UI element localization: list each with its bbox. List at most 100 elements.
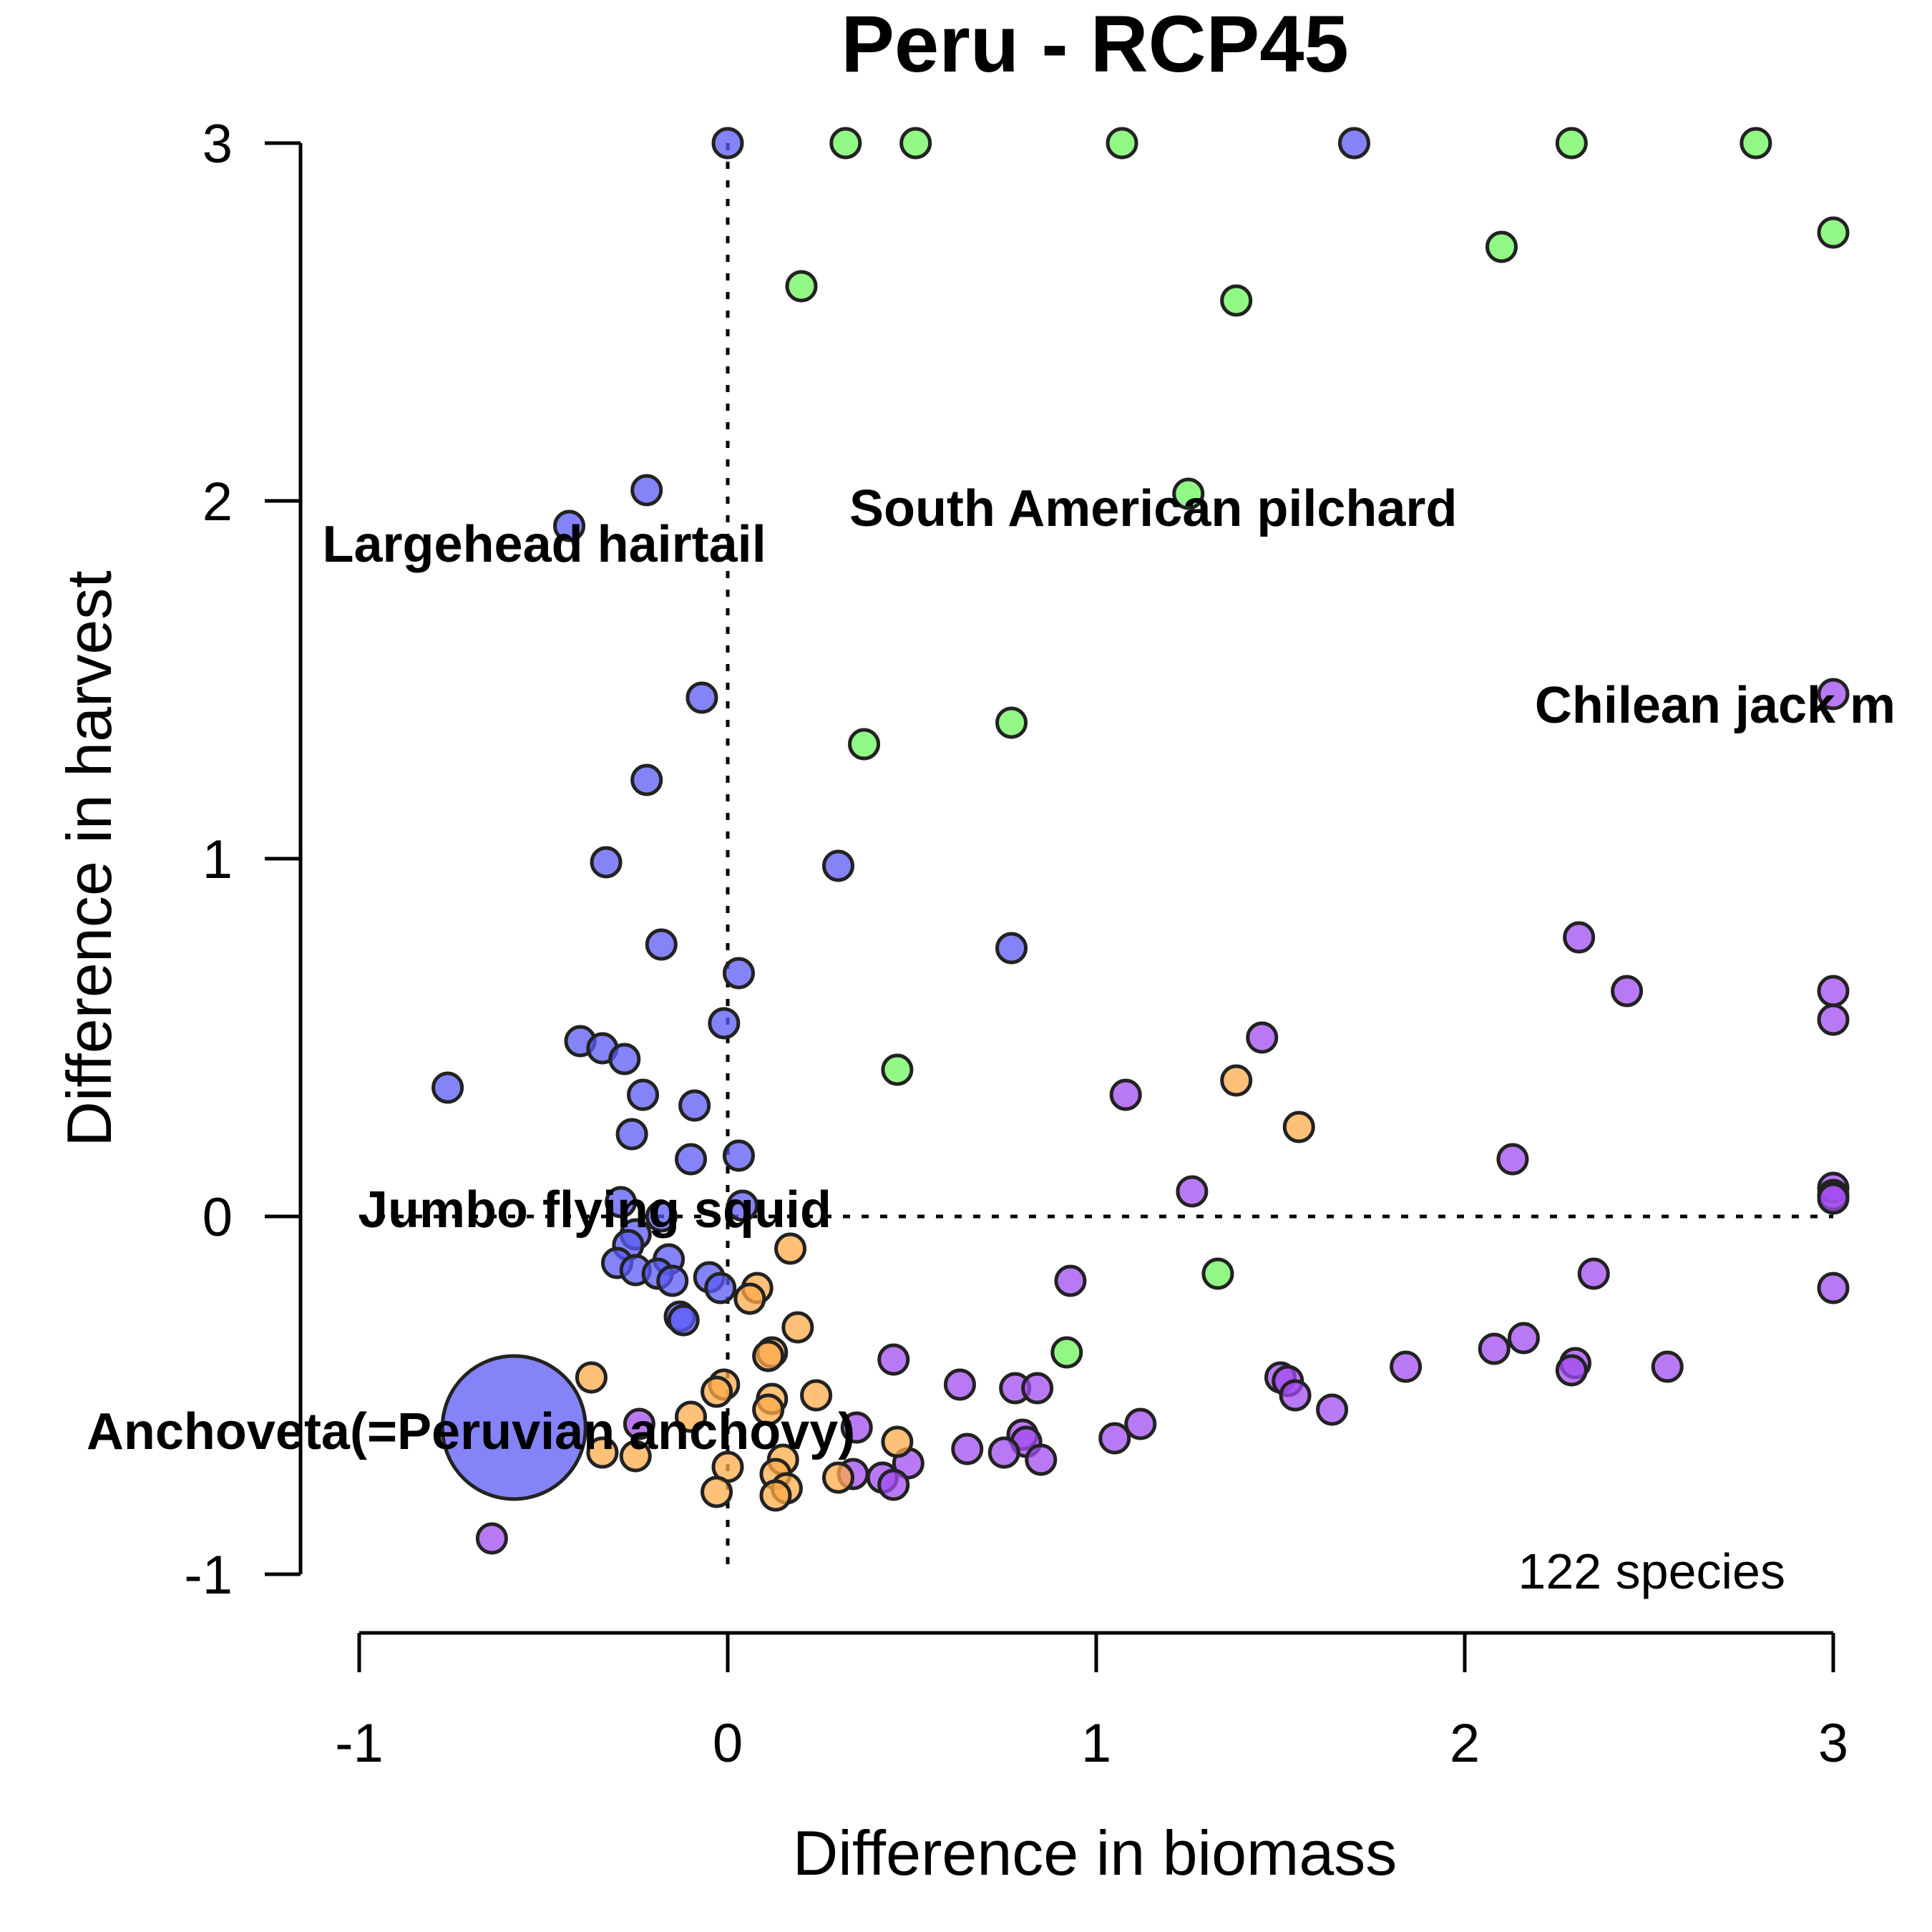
data-point-31	[656, 1264, 689, 1297]
data-point-4	[686, 681, 718, 714]
data-point-63	[1577, 1257, 1610, 1290]
data-point-0	[711, 127, 744, 160]
data-point-20	[675, 1143, 707, 1176]
x-tick-label-0: -1	[335, 1713, 384, 1774]
data-point-117	[701, 1475, 733, 1508]
data-point-108	[675, 1400, 707, 1433]
y-axis-label: Difference in harvest	[54, 570, 125, 1146]
data-point-98	[733, 1282, 766, 1315]
data-point-36	[829, 127, 862, 160]
data-point-80	[623, 1407, 655, 1440]
data-point-66	[1507, 1322, 1540, 1355]
species-label-1: South American pilchard	[849, 480, 1457, 537]
data-point-101	[752, 1340, 785, 1372]
data-point-107	[752, 1393, 785, 1426]
species-count-annotation: 122 species	[1518, 1543, 1785, 1599]
data-point-72	[1555, 1354, 1588, 1387]
species-labels: Largehead hairtail South American pilchar…	[87, 480, 1896, 1460]
data-point-40	[1740, 127, 1772, 160]
data-point-35	[440, 1354, 587, 1501]
data-point-34	[667, 1304, 700, 1337]
data-point-111	[619, 1440, 652, 1473]
data-point-15	[431, 1071, 464, 1104]
data-point-102	[575, 1361, 608, 1394]
data-point-118	[759, 1479, 792, 1512]
data-points	[431, 127, 1850, 1555]
y-tick-label-1: 0	[203, 1187, 233, 1248]
x-tick-label-4: 3	[1818, 1713, 1848, 1774]
data-point-38	[1106, 127, 1138, 160]
data-point-51	[1817, 678, 1850, 711]
x-axis: -1 0 1 2 3	[335, 1631, 1848, 1774]
data-point-37	[899, 127, 932, 160]
data-point-94	[1220, 1064, 1253, 1097]
data-point-75	[943, 1368, 976, 1401]
data-point-14	[608, 1043, 641, 1075]
data-point-57	[1109, 1078, 1142, 1111]
data-point-68	[877, 1343, 910, 1376]
data-point-87	[987, 1436, 1020, 1469]
data-point-78	[1279, 1379, 1312, 1412]
data-point-86	[951, 1433, 984, 1465]
data-point-19	[722, 1139, 755, 1172]
data-point-49	[1201, 1257, 1234, 1290]
data-point-77	[1021, 1372, 1054, 1405]
data-point-105	[800, 1379, 833, 1412]
data-point-88	[1025, 1443, 1058, 1476]
y-tick-label-3: 2	[203, 472, 233, 532]
data-point-16	[627, 1078, 660, 1111]
data-point-82	[840, 1411, 873, 1444]
data-point-93	[475, 1522, 508, 1555]
data-point-62	[1817, 1182, 1850, 1215]
data-point-43	[785, 270, 818, 303]
y-tick-label-2: 1	[203, 829, 233, 890]
x-tick-label-3: 2	[1450, 1713, 1480, 1774]
data-point-52	[1563, 921, 1596, 954]
data-point-48	[881, 1053, 914, 1086]
x-axis-label: Difference in biomass	[793, 1818, 1397, 1888]
data-point-84	[1098, 1422, 1131, 1455]
data-point-104	[701, 1375, 733, 1408]
data-point-50	[1050, 1336, 1083, 1369]
y-tick-label-0: -1	[184, 1545, 233, 1606]
data-point-115	[822, 1461, 854, 1494]
reference-lines	[359, 143, 1833, 1574]
data-point-23	[645, 1200, 678, 1233]
x-tick-label-2: 1	[1081, 1713, 1111, 1774]
data-point-110	[586, 1436, 619, 1469]
data-point-58	[1496, 1143, 1529, 1176]
data-point-67	[1478, 1332, 1511, 1365]
data-point-18	[615, 1118, 648, 1151]
data-point-56	[1246, 1021, 1279, 1054]
x-tick-label-1: 0	[713, 1713, 743, 1774]
data-point-99	[781, 1311, 814, 1344]
species-label-4: Anchoveta(=Peruvian anchovy)	[87, 1403, 855, 1460]
data-point-45	[1172, 477, 1205, 510]
species-label-3: Jumbo flying squid	[359, 1181, 831, 1239]
data-point-32	[704, 1272, 737, 1304]
data-point-10	[722, 957, 755, 990]
data-point-1	[1338, 127, 1370, 160]
data-point-64	[1054, 1264, 1087, 1297]
data-point-8	[645, 928, 678, 961]
data-point-3	[553, 509, 586, 542]
data-point-9	[995, 932, 1028, 965]
data-point-54	[1817, 975, 1850, 1008]
data-point-65	[1817, 1272, 1850, 1304]
data-point-81	[1124, 1407, 1157, 1440]
data-point-6	[590, 846, 623, 879]
data-point-46	[995, 706, 1028, 739]
chart-title: Peru - RCP45	[841, 0, 1349, 89]
data-point-71	[1651, 1350, 1684, 1383]
data-point-39	[1555, 127, 1588, 160]
data-point-2	[630, 474, 663, 507]
data-point-59	[1176, 1175, 1209, 1208]
data-point-53	[1611, 975, 1644, 1008]
data-point-96	[774, 1232, 807, 1265]
y-tick-label-4: 3	[203, 114, 233, 175]
data-point-44	[1220, 284, 1253, 317]
data-point-55	[1817, 1003, 1850, 1036]
data-point-47	[848, 728, 881, 761]
data-point-17	[678, 1089, 711, 1122]
